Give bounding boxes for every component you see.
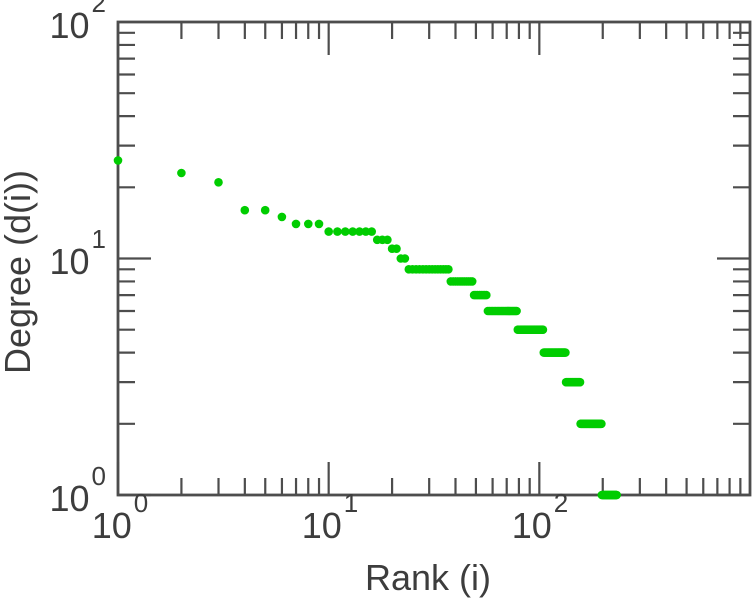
x-tick-label-10: 101 <box>301 490 359 546</box>
y-tick-10-base: 10 <box>49 241 90 282</box>
x-tick-100-exponent: 2 <box>553 488 569 518</box>
y-tick-1-exponent: 0 <box>91 461 106 491</box>
y-tick-label-10: 101 <box>49 226 106 282</box>
x-tick-10-base: 10 <box>301 505 342 546</box>
y-tick-100-exponent: 2 <box>91 0 106 18</box>
y-tick-1-base: 10 <box>49 478 90 519</box>
x-tick-100-base: 10 <box>511 505 552 546</box>
y-tick-100-base: 10 <box>49 5 90 46</box>
y-tick-label-1: 100 <box>49 463 106 519</box>
x-tick-10-exponent: 1 <box>343 488 359 518</box>
y-tick-10-exponent: 1 <box>91 224 106 254</box>
y-axis-title: Degree (d(i)) <box>0 169 38 375</box>
x-tick-label-1: 100 <box>91 490 149 546</box>
y-tick-label-100: 102 <box>49 0 106 46</box>
x-axis-title: Rank (i) <box>364 557 492 598</box>
x-tick-1-exponent: 0 <box>133 488 149 518</box>
x-tick-1-base: 10 <box>91 505 132 546</box>
x-tick-label-100: 102 <box>511 490 569 546</box>
